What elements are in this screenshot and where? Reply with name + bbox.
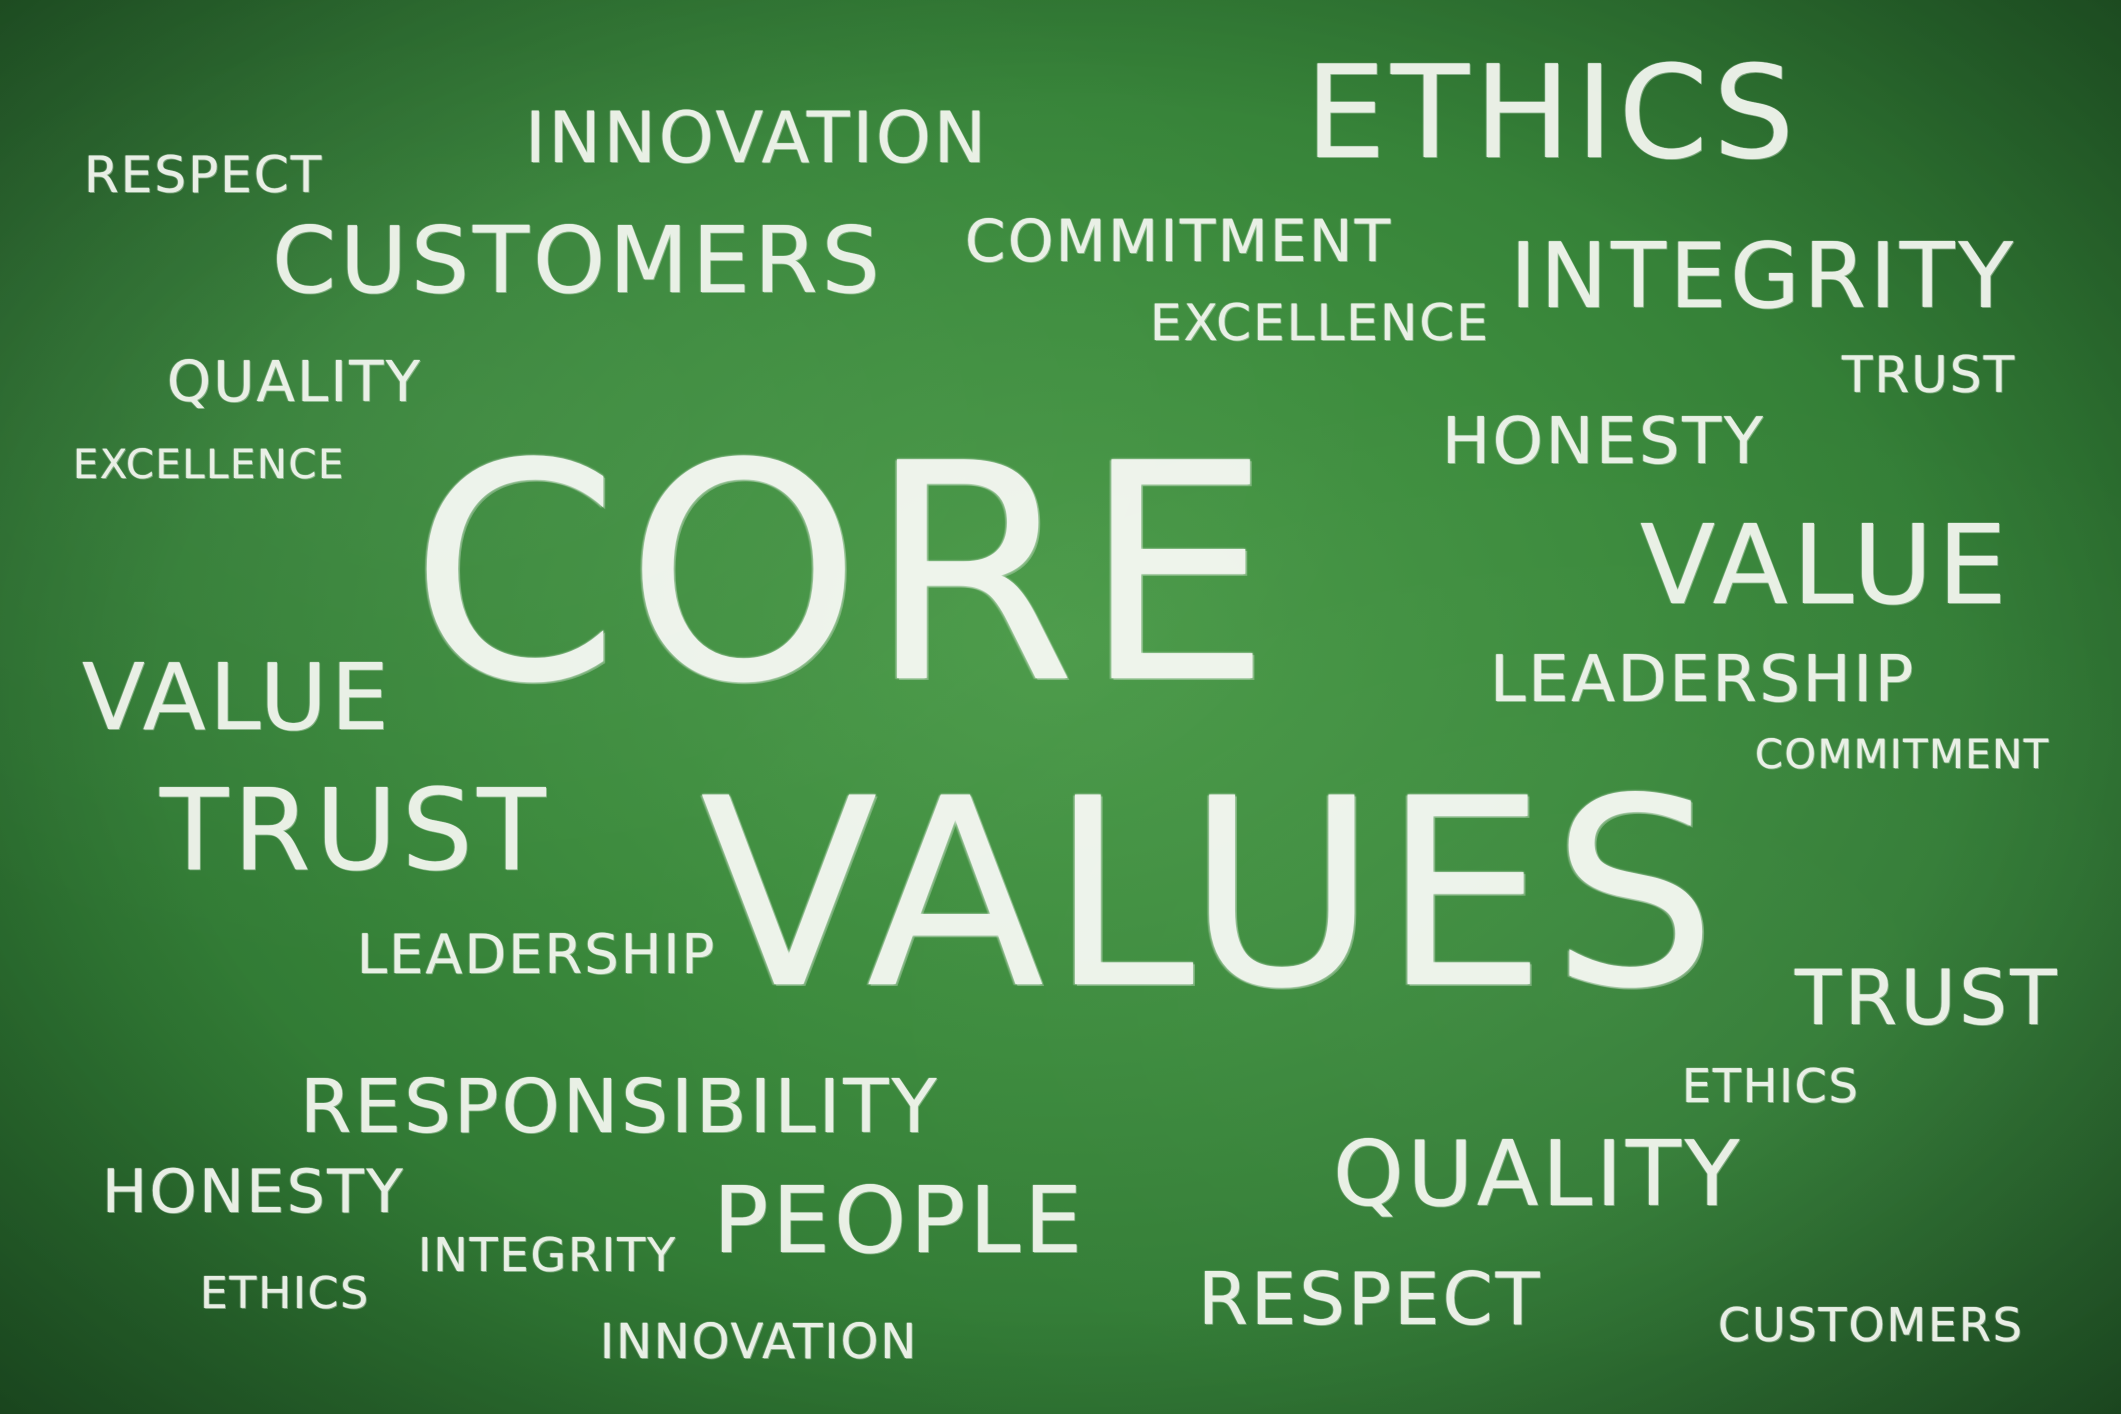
word-honesty: HONESTY [102,1157,406,1227]
word-respect: RESPECT [84,146,324,204]
word-innovation: INNOVATION [525,97,989,179]
word-excellence: EXCELLENCE [73,442,345,488]
word-ethics: ETHICS [1305,39,1800,188]
word-customers: CUSTOMERS [272,207,884,314]
word-responsibility: RESPONSIBILITY [300,1064,940,1150]
word-ethics: ETHICS [200,1268,370,1319]
word-leadership: LEADERSHIP [1490,643,1916,717]
word-trust: TRUST [1795,953,2060,1042]
word-leadership: LEADERSHIP [357,923,717,986]
headline-values: VALUES [700,744,1722,1046]
word-quality: QUALITY [167,350,423,415]
word-integrity: INTEGRITY [1510,224,2017,329]
word-trust: TRUST [160,766,551,896]
word-integrity: INTEGRITY [418,1228,678,1282]
word-ethics: ETHICS [1682,1059,1860,1113]
word-value: VALUE [1640,501,2012,629]
word-value: VALUE [82,644,393,751]
word-honesty: HONESTY [1442,405,1766,479]
word-quality: QUALITY [1333,1122,1744,1227]
word-excellence: EXCELLENCE [1150,294,1490,352]
word-respect: RESPECT [1198,1257,1543,1341]
headline-core: CORE [410,400,1278,749]
word-people: PEOPLE [713,1167,1086,1274]
word-trust: TRUST [1842,346,2017,404]
word-customers: CUSTOMERS [1718,1298,2024,1352]
word-commitment: COMMITMENT [1755,732,2050,778]
word-commitment: COMMITMENT [965,207,1393,275]
word-innovation: INNOVATION [600,1314,919,1370]
